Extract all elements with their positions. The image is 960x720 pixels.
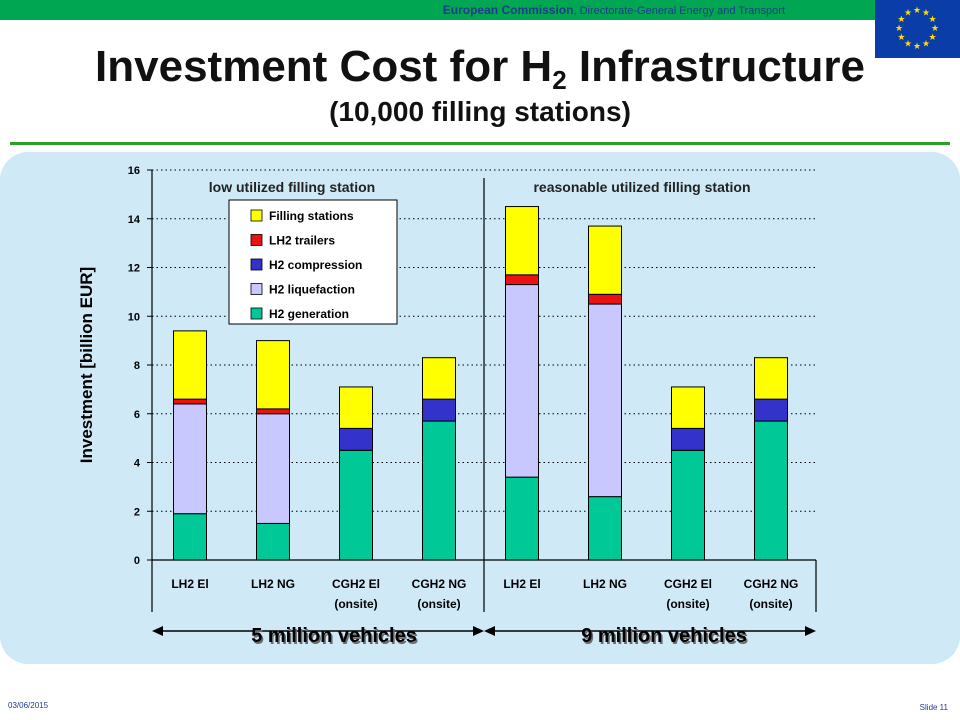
title-divider [10, 142, 950, 145]
bar-segment [256, 340, 290, 410]
bar-segment [256, 522, 290, 561]
eu-star-icon: ★ [929, 15, 937, 25]
x-tick-label: LH2 El [171, 577, 208, 591]
eu-star-icon: ★ [913, 42, 921, 52]
bar-segment [754, 398, 788, 422]
org-name: European Commission [442, 3, 574, 17]
bar-segment [256, 408, 290, 415]
bar-segment [422, 420, 456, 561]
y-tick-label: 4 [134, 458, 141, 470]
legend-swatch [250, 209, 263, 222]
legend-swatch [250, 234, 263, 246]
group-xlabel: 9 million vehicles [581, 625, 747, 647]
eu-stars-icon: ★ ★★★★★★★★★★★ [895, 6, 939, 52]
legend-swatch [250, 283, 263, 295]
bar-segment [671, 427, 705, 451]
bar-segment [173, 330, 207, 400]
arrow-head-right-icon [473, 626, 484, 636]
bar-segment [339, 386, 373, 429]
y-tick-label: 14 [128, 214, 141, 226]
slide-title: Investment Cost for H2 Infrastructure [0, 42, 960, 105]
group-xlabel: 5 million vehicles [251, 625, 417, 647]
bar-segment [339, 427, 373, 451]
legend-label: H2 compression [269, 258, 362, 272]
bar-segment [422, 398, 456, 422]
bar-segment [256, 413, 290, 524]
legend-label: LH2 trailers [269, 234, 335, 248]
legend-label: H2 liquefaction [269, 283, 355, 297]
y-tick-label: 16 [128, 165, 140, 177]
bar-segment [505, 274, 539, 286]
x-tick-label: LH2 El [503, 577, 540, 591]
legend-label: Filling stations [269, 209, 354, 223]
x-tick-label: (onsite) [417, 597, 460, 611]
slide-subtitle: (10,000 filling stations) [329, 96, 631, 127]
bar-segment [754, 420, 788, 561]
x-tick-label: (onsite) [749, 597, 792, 611]
eu-star-icon: ★ [922, 8, 930, 18]
chart-panel [0, 152, 960, 664]
y-tick-label: 0 [134, 555, 140, 567]
title-end: Infrastructure [566, 42, 865, 91]
arrow-head-left-icon [152, 626, 163, 636]
y-axis-label: Investment [billion EUR] [77, 267, 96, 463]
y-tick-label: 12 [128, 263, 140, 275]
x-tick-label: (onsite) [334, 597, 377, 611]
eu-star-icon: ★ [897, 15, 905, 25]
eu-star-icon: ★ [922, 40, 930, 50]
x-tick-label: CGH2 El [332, 577, 380, 591]
x-tick-label: LH2 NG [583, 577, 627, 591]
arrow-head-left-icon [484, 626, 495, 636]
footer-slide-number: Slide 11 [919, 703, 948, 712]
group-label: reasonable utilized filling station [533, 179, 750, 195]
bar-segment [422, 357, 456, 400]
bar-segment [588, 496, 622, 561]
bar-segment [588, 303, 622, 498]
bar-segment [173, 403, 207, 515]
x-tick-label: CGH2 NG [412, 577, 467, 591]
x-tick-label: CGH2 El [664, 577, 712, 591]
bar-segment [588, 293, 622, 305]
bar-segment [173, 398, 207, 405]
eu-star-icon: ★ [929, 33, 937, 43]
eu-star-icon: ★ [895, 24, 903, 34]
y-tick-label: 2 [134, 506, 140, 518]
legend-swatch [250, 258, 263, 271]
header-org-text: European Commission, Directorate-General… [443, 3, 785, 17]
y-tick-label: 6 [134, 409, 140, 421]
title-subscript: 2 [552, 65, 567, 95]
arrow-head-right-icon [805, 626, 816, 636]
eu-star-icon: ★ [904, 8, 912, 18]
eu-star-icon: ★ [897, 33, 905, 43]
group-xlabel-shadow: 9 million vehicles [583, 627, 749, 649]
dept-name: , Directorate-General Energy and Transpo… [573, 5, 785, 17]
title-main: Investment Cost for H [95, 42, 553, 91]
eu-star-icon: ★ [931, 24, 939, 34]
eu-star-icon: ★ [904, 40, 912, 50]
eu-star-icon: ★ [913, 6, 921, 16]
bar-segment [505, 284, 539, 478]
y-tick-label: 10 [128, 311, 140, 323]
group-xlabel-shadow: 5 million vehicles [253, 627, 419, 649]
y-tick-label: 8 [134, 360, 140, 372]
header-bar: European Commission, Directorate-General… [0, 0, 875, 20]
group-label: low utilized filling station [209, 179, 375, 195]
bar-segment [505, 476, 539, 561]
legend-label: H2 generation [269, 307, 349, 321]
legend-swatch [250, 307, 263, 320]
bar-segment [339, 449, 373, 561]
x-tick-label: (onsite) [666, 597, 709, 611]
bar-segment [505, 206, 539, 276]
bar-segment [588, 225, 622, 295]
bar-segment [671, 386, 705, 429]
eu-flag-logo: ★ ★ ★ ★ ★ ★ ★ ★ ★ ★ ★ ★ [875, 0, 960, 58]
x-tick-label: CGH2 NG [744, 577, 799, 591]
x-tick-label: LH2 NG [251, 577, 295, 591]
bar-segment [754, 357, 788, 400]
bar-segment [173, 513, 207, 561]
footer-date: 03/06/2015 [8, 701, 49, 710]
bar-segment [671, 449, 705, 561]
